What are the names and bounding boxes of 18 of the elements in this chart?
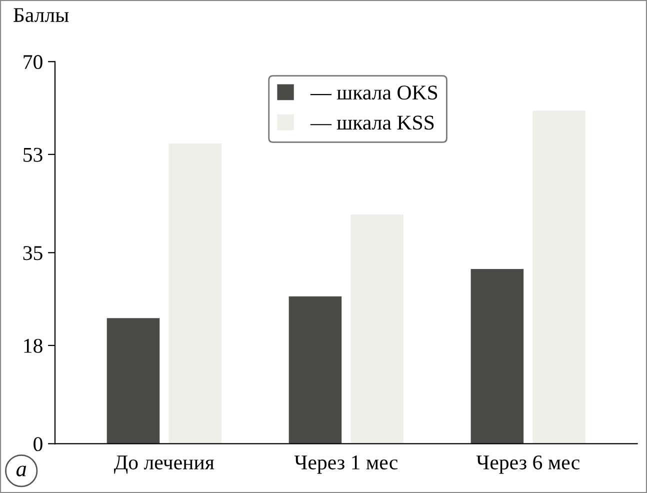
y-tick-label: 53 <box>24 148 42 162</box>
bar <box>288 296 342 444</box>
text: a <box>16 466 26 476</box>
legend-label: — шкала OKS <box>310 86 438 100</box>
y-tick-label: 35 <box>23 246 42 260</box>
bar <box>470 269 524 444</box>
y-tick-label: 0 <box>34 437 42 452</box>
x-tick-label: До лечения <box>114 456 214 474</box>
y-axis-title: Баллы <box>14 8 69 22</box>
legend-label: — шкала KSS <box>310 116 434 130</box>
x-tick-label: Через 6 мес <box>476 455 580 474</box>
bar <box>168 144 222 444</box>
y-tick-label: 18 <box>24 338 42 353</box>
y-tick-label: 70 <box>24 55 42 70</box>
bar <box>532 110 586 444</box>
bar <box>350 214 404 444</box>
x-tick-label: Через 1 мес <box>294 456 398 474</box>
bar <box>106 318 160 444</box>
